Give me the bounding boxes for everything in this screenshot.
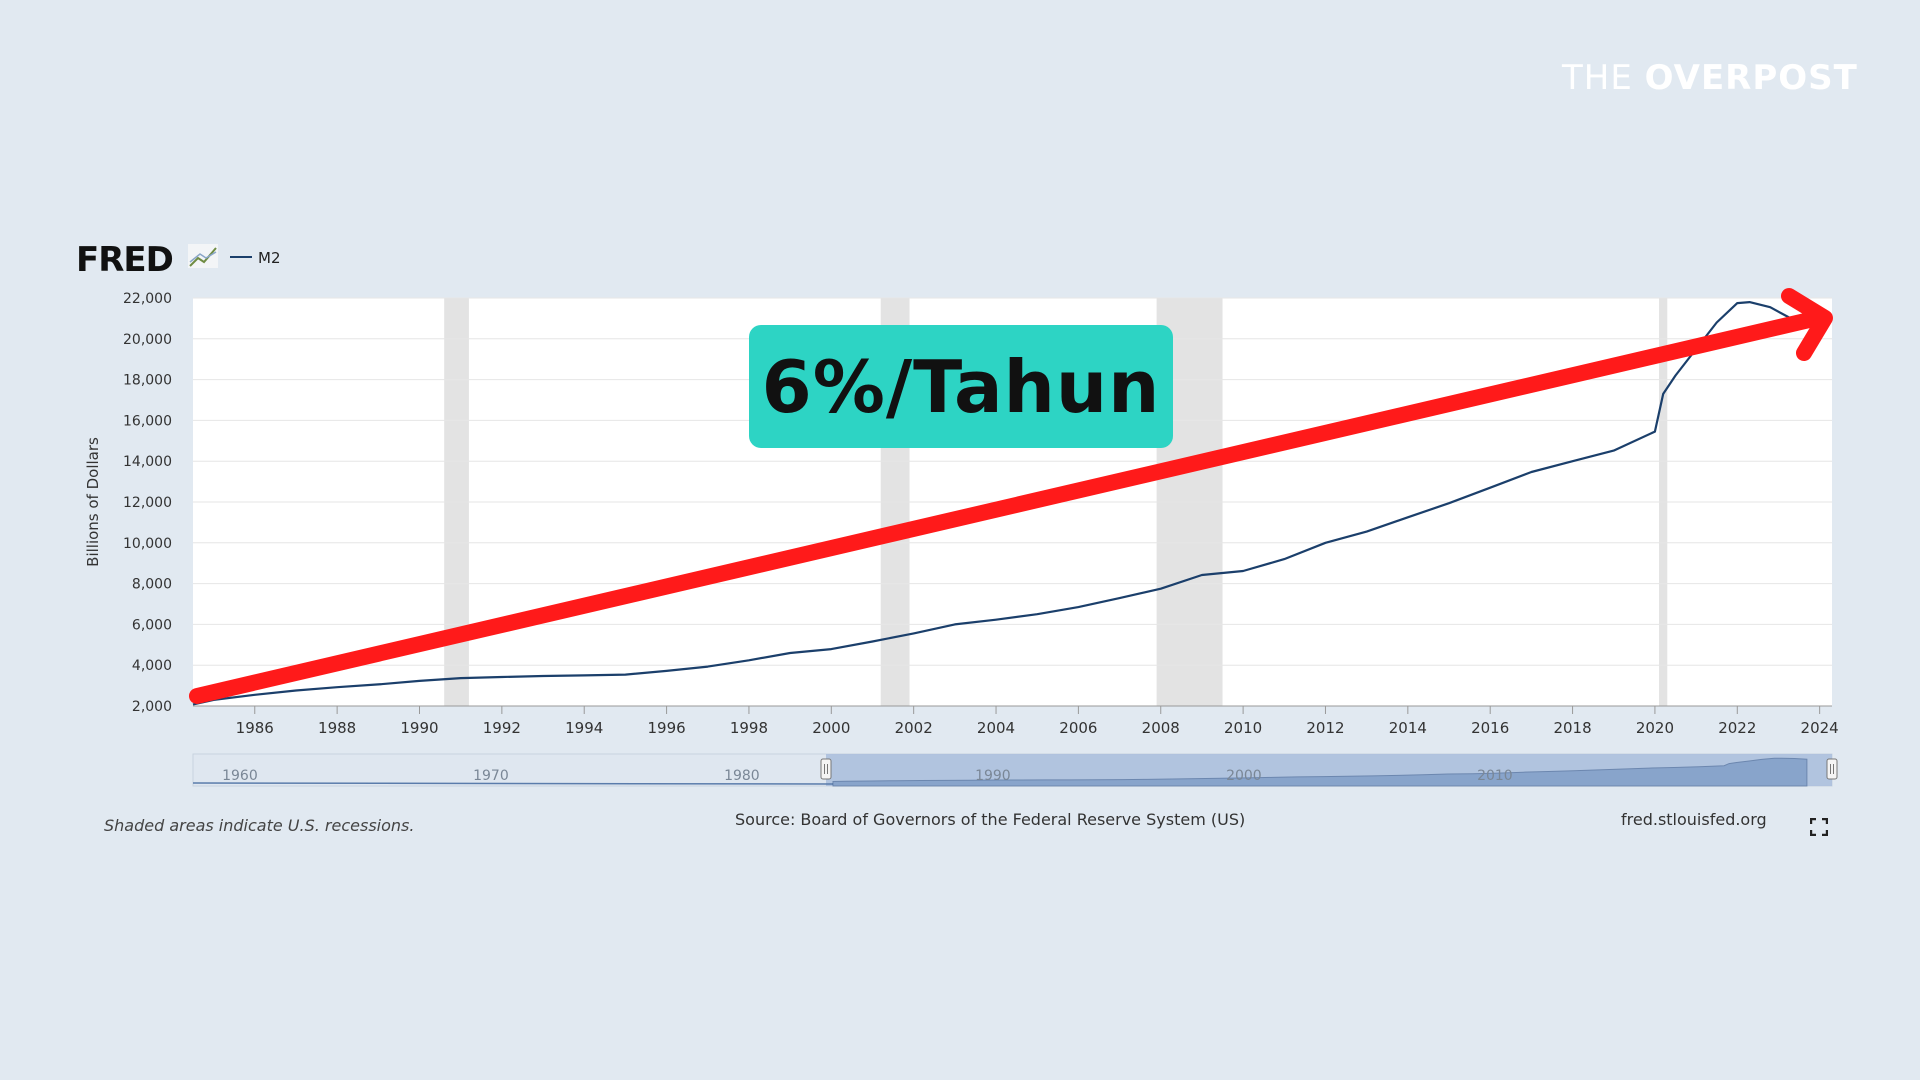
y-axis-label: Billions of Dollars [84, 437, 102, 567]
y-tick-label: 16,000 [123, 413, 172, 429]
legend: M2 [230, 249, 281, 267]
brand-name: OVERPOST [1644, 58, 1858, 98]
y-tick-label: 18,000 [123, 373, 172, 389]
x-tick-label: 2020 [1636, 719, 1674, 737]
recession-note: Shaded areas indicate U.S. recessions. [104, 816, 415, 835]
y-tick-label: 6,000 [132, 617, 172, 633]
navigator-label: 2010 [1477, 768, 1513, 784]
series-lines [192, 301, 1792, 706]
x-tick-label: 1990 [400, 719, 438, 737]
arrow-head [1781, 288, 1833, 361]
legend-label: M2 [258, 249, 281, 267]
x-tick-label: 1996 [647, 719, 685, 737]
headline-text: 6%/Tahun [761, 344, 1161, 429]
brand-prefix: THE [1562, 58, 1633, 98]
gridlines [193, 297, 1832, 707]
x-tick-label: 2012 [1306, 719, 1344, 737]
x-tick-label: 2002 [895, 719, 933, 737]
x-tick-label: 2024 [1801, 719, 1839, 737]
y-tick-label: 4,000 [132, 658, 172, 674]
x-axis-ticks: 1986 1988 1990 1992 1994 1996 1998 2000 2002 2004… [193, 705, 1839, 737]
x-tick-label: 2008 [1142, 719, 1180, 737]
x-tick-label: 2018 [1553, 719, 1591, 737]
x-tick-label: 2022 [1718, 719, 1756, 737]
navigator-handle-right[interactable] [1826, 758, 1838, 780]
navigator-area [832, 757, 1808, 787]
brand-watermark: THE OVERPOST [1562, 58, 1858, 98]
site-link[interactable]: fred.stlouisfed.org [1621, 810, 1767, 829]
x-tick-label: 2010 [1224, 719, 1262, 737]
navigator-line-early [192, 782, 834, 785]
fred-chart-icon [188, 244, 218, 268]
y-axis-title: Billions of Dollars [84, 437, 102, 567]
y-tick-label: 12,000 [123, 495, 172, 511]
x-tick-label: 1994 [565, 719, 603, 737]
x-tick-label: 2000 [812, 719, 850, 737]
x-tick-label: 2006 [1059, 719, 1097, 737]
x-tick-label: 1986 [236, 719, 274, 737]
x-tick-label: 1988 [318, 719, 356, 737]
navigator-label: 1970 [473, 768, 509, 784]
x-tick-label: 1992 [483, 719, 521, 737]
x-tick-label: 2016 [1471, 719, 1509, 737]
fred-icon-line-2 [189, 251, 217, 263]
y-tick-label: 22,000 [123, 291, 172, 307]
navigator-label: 1990 [975, 768, 1011, 784]
navigator-handle-left[interactable] [820, 758, 832, 780]
y-tick-label: 20,000 [123, 332, 172, 348]
headline-badge: 6%/Tahun [749, 325, 1173, 448]
y-tick-label: 14,000 [123, 454, 172, 470]
x-tick-label: 2014 [1389, 719, 1427, 737]
trend-arrow [189, 288, 1833, 704]
fullscreen-icon[interactable] [1810, 818, 1828, 836]
source-note: Source: Board of Governors of the Federa… [735, 810, 1246, 829]
navigator-label: 2000 [1226, 768, 1262, 784]
arrow-shaft [189, 310, 1826, 704]
x-tick-label: 2004 [977, 719, 1015, 737]
navigator-label: 1980 [724, 768, 760, 784]
navigator-label: 1960 [222, 768, 258, 784]
y-tick-label: 2,000 [132, 699, 172, 715]
y-tick-label: 10,000 [123, 536, 172, 552]
y-tick-label: 8,000 [132, 577, 172, 593]
navigator[interactable]: 1960 1970 1980 1990 2000 2010 [192, 753, 1838, 787]
series-line-m2 [192, 301, 1792, 706]
fred-logo: FRED [76, 240, 174, 280]
x-tick-label: 1998 [730, 719, 768, 737]
y-axis-ticks: 2,000 4,000 6,000 8,000 10,000 12,000 14,000 16… [123, 291, 172, 715]
